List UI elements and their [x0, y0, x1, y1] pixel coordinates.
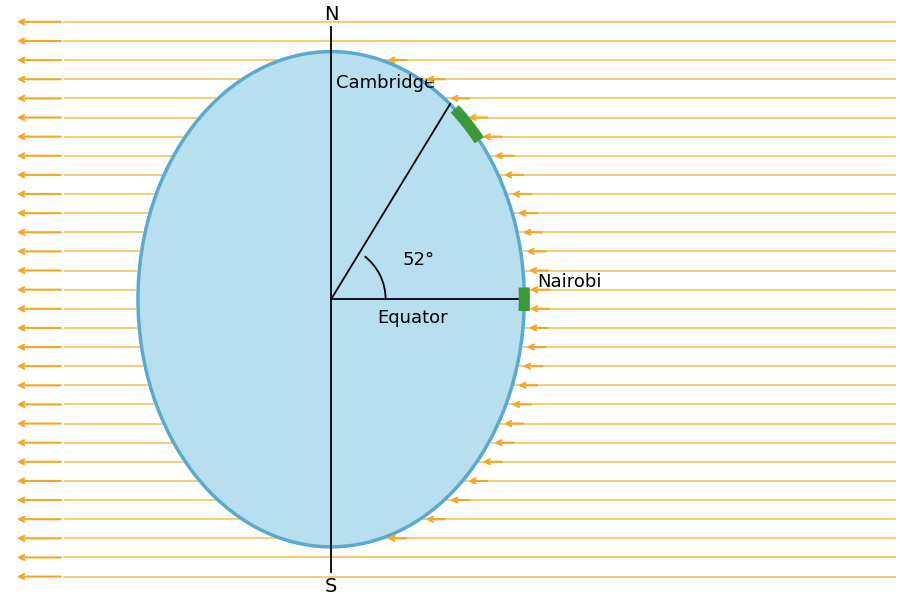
Text: N: N	[324, 5, 338, 24]
Text: Equator: Equator	[377, 309, 447, 327]
Text: Nairobi: Nairobi	[537, 274, 602, 292]
Ellipse shape	[138, 52, 525, 547]
Text: 52°: 52°	[403, 251, 435, 269]
Text: Cambridge: Cambridge	[336, 74, 436, 92]
Text: S: S	[325, 577, 338, 596]
